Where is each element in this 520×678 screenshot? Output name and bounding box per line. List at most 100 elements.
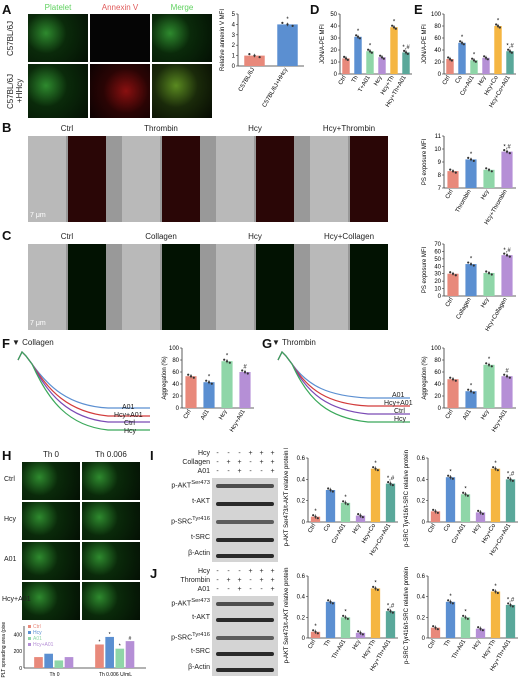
data-point: [447, 56, 450, 59]
image-a-platelet-ctrl: [28, 14, 88, 62]
y-tick-label: 20: [434, 60, 441, 66]
data-point: [391, 24, 394, 27]
category-label: Ctrl: [442, 75, 452, 86]
data-point: [481, 629, 484, 632]
data-point: [492, 466, 495, 469]
trace-g-arrow-label: ▼ Thrombin: [272, 338, 316, 347]
data-point: [434, 626, 437, 629]
bar: [506, 51, 514, 74]
data-point: [479, 627, 482, 630]
data-point: [503, 373, 506, 376]
y-axis-label: p-AKT Ser473/t-AKT relative protein leve…: [284, 448, 290, 546]
y-tick-label: 60: [434, 370, 441, 376]
blot-sign: -: [216, 586, 219, 593]
data-point: [361, 633, 364, 636]
y-tick-label: 70: [434, 242, 441, 248]
category-label: Ctrl: [307, 523, 317, 534]
category-label: Hcy: [352, 523, 362, 535]
blot-i-label-psrc: p-SRCTyr416: [171, 516, 210, 526]
panel-letter-b: B: [2, 120, 12, 135]
y-tick-label: 0: [302, 636, 306, 642]
data-point: [207, 381, 211, 384]
data-point: [406, 52, 409, 56]
y-tick-label: 40: [434, 48, 441, 54]
data-point: [449, 376, 452, 379]
y-axis-label: PLT spreading area (pixels): [1, 622, 7, 677]
data-point: [367, 48, 370, 51]
significance-mark: *: [314, 624, 317, 630]
y-tick-label: 0.2: [417, 615, 426, 621]
data-point: [248, 53, 251, 56]
trace-f-label-a01: A01: [122, 404, 135, 411]
data-point: [508, 255, 511, 258]
blot-sign: +: [270, 568, 275, 575]
data-point: [359, 514, 362, 517]
h-row-a01: A01: [4, 556, 17, 563]
data-point: [387, 608, 390, 611]
y-tick-label: 10: [434, 147, 441, 153]
data-point: [382, 57, 385, 60]
h-img-ctrl-1: [82, 462, 140, 500]
bar: [483, 272, 495, 296]
significance-mark: *: [449, 469, 452, 475]
data-point: [484, 56, 488, 59]
blot-i-treat-1: Collagen: [182, 459, 210, 466]
blot-sign: +: [237, 586, 242, 593]
image-a-merge-hhcy: [152, 64, 212, 118]
data-point: [327, 487, 330, 490]
data-point: [467, 156, 470, 159]
y-tick-label: 0.2: [417, 499, 426, 505]
y-tick-label: 50: [330, 12, 337, 18]
data-point: [494, 467, 497, 470]
blot-sign: -: [227, 568, 230, 575]
data-point: [466, 494, 469, 497]
category-label: T+A01: [358, 74, 372, 93]
significance-mark: *: [344, 495, 347, 501]
data-point: [508, 152, 511, 155]
data-point: [391, 484, 394, 487]
blot-j-treat-2: A01: [197, 586, 210, 593]
data-point: [469, 158, 473, 161]
category-label: Th+A01: [331, 638, 347, 660]
bar: [239, 372, 251, 408]
bar: [430, 511, 441, 522]
y-tick-label: 0: [438, 294, 442, 300]
data-point: [374, 587, 377, 590]
data-point: [471, 57, 474, 60]
bar: [446, 59, 454, 74]
data-point: [462, 43, 465, 46]
data-point: [342, 614, 345, 617]
data-point: [498, 26, 501, 29]
legend-swatch: [28, 631, 31, 634]
bar: [355, 515, 366, 522]
bar: [125, 641, 135, 668]
data-point: [454, 379, 457, 382]
image-a-merge-ctrl: [152, 14, 212, 62]
blot-sign: +: [226, 459, 231, 466]
data-point: [454, 171, 457, 174]
y-tick-label: 20: [434, 394, 441, 400]
bar: [501, 151, 513, 188]
h-img-a01-0: [22, 542, 80, 580]
c-col-hcy: Hcy: [248, 232, 262, 241]
data-point: [472, 391, 475, 394]
data-point: [469, 262, 473, 266]
blot-i-label-takt: t-AKT: [192, 498, 210, 505]
data-point: [368, 50, 372, 53]
bar: [370, 468, 381, 522]
data-point: [472, 59, 476, 62]
category-label: Ctrl: [427, 523, 437, 534]
bar: [390, 27, 398, 74]
significance-mark: *: [464, 610, 467, 616]
significance-mark: *: [470, 384, 473, 390]
y-axis-label: JON/A-PE MFI: [320, 24, 326, 64]
data-point: [469, 390, 473, 393]
data-point: [403, 49, 406, 53]
bar: [325, 490, 336, 522]
y-tick-label: 40: [434, 264, 441, 270]
y-tick-label: 7: [438, 186, 442, 192]
bar: [460, 617, 471, 638]
bar: [465, 264, 477, 296]
data-point: [485, 270, 488, 273]
